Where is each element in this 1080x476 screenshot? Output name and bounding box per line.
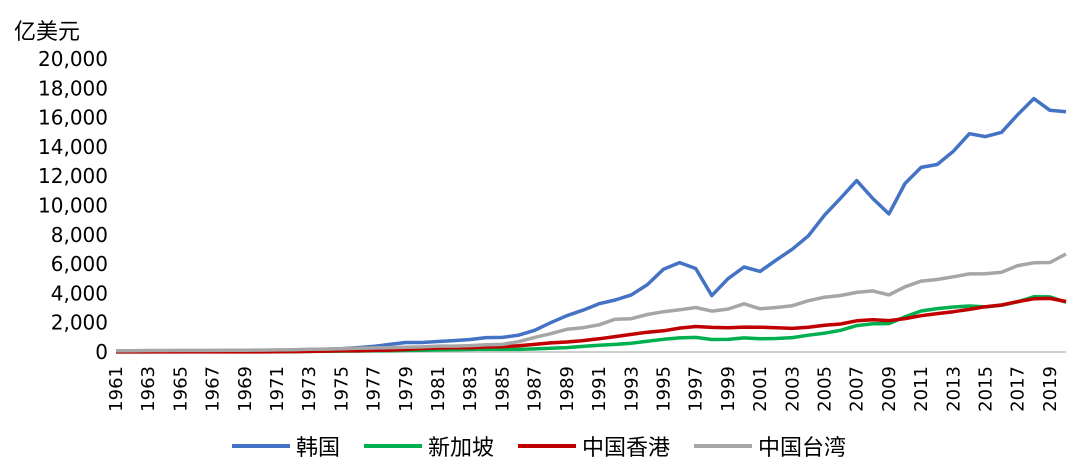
y-tick-label: 16,000 xyxy=(38,106,108,130)
y-tick-label: 20,000 xyxy=(38,47,108,71)
x-tick-label: 2001 xyxy=(750,366,771,412)
x-tick-label: 1989 xyxy=(557,366,578,412)
y-axis-ticks: 0 2,000 4,000 6,000 8,000 10,000 12,000 14,000 1… xyxy=(38,47,108,364)
x-tick-label: 1977 xyxy=(364,366,385,412)
x-tick-label: 1993 xyxy=(621,366,642,412)
x-tick-label: 1987 xyxy=(525,366,546,412)
y-axis-unit-label: 亿美元 xyxy=(14,20,81,45)
legend-item: 中国香港 xyxy=(518,430,670,462)
legend-label: 中国台湾 xyxy=(758,436,847,461)
y-tick-label: 2,000 xyxy=(51,311,108,335)
x-tick-label: 1975 xyxy=(331,366,352,412)
x-tick-label: 1999 xyxy=(718,366,739,412)
x-tick-label: 2017 xyxy=(1008,366,1029,412)
x-tick-label: 2019 xyxy=(1040,366,1061,412)
y-tick-label: 10,000 xyxy=(38,194,108,218)
x-tick-label: 1965 xyxy=(170,366,191,412)
x-tick-label: 1971 xyxy=(267,366,288,412)
legend-swatch xyxy=(694,444,753,448)
x-tick-label: 1973 xyxy=(299,366,320,412)
legend-swatch xyxy=(364,444,423,448)
x-tick-label: 2003 xyxy=(782,366,803,412)
x-tick-label: 2011 xyxy=(911,366,932,412)
legend: 韩国 新加坡 中国香港 中国台湾 xyxy=(232,430,870,462)
x-tick-label: 2007 xyxy=(847,366,868,412)
y-tick-label: 18,000 xyxy=(38,76,108,100)
legend-item: 中国台湾 xyxy=(694,430,846,462)
x-tick-label: 2013 xyxy=(943,366,964,412)
series-lines xyxy=(115,96,1067,354)
legend-swatch xyxy=(518,444,577,448)
y-tick-label: 8,000 xyxy=(51,223,108,247)
x-tick-label: 1985 xyxy=(492,366,513,412)
x-tick-label: 1979 xyxy=(396,366,417,412)
y-tick-label: 12,000 xyxy=(38,164,108,188)
legend-label: 中国香港 xyxy=(582,436,671,461)
legend-label: 新加坡 xyxy=(428,436,495,461)
x-tick-label: 1983 xyxy=(460,366,481,412)
x-tick-label: 2005 xyxy=(814,366,835,412)
legend-label: 韩国 xyxy=(296,436,341,461)
x-tick-label: 1981 xyxy=(428,366,449,412)
x-tick-label: 1961 xyxy=(106,366,127,412)
x-axis-ticks: 1961 1963 1965 1967 1969 1971 1973 1975 1977 1979… xyxy=(106,366,1061,412)
x-tick-label: 2009 xyxy=(879,366,900,412)
legend-item: 新加坡 xyxy=(364,430,494,462)
series-line-中国台湾 xyxy=(115,252,1067,353)
y-tick-label: 14,000 xyxy=(38,135,108,159)
y-tick-label: 0 xyxy=(95,340,108,364)
legend-swatch xyxy=(232,444,290,448)
x-tick-label: 1991 xyxy=(589,366,610,412)
x-tick-label: 1969 xyxy=(235,366,256,412)
x-tick-label: 1995 xyxy=(653,366,674,412)
y-tick-label: 6,000 xyxy=(51,252,108,276)
x-tick-label: 2015 xyxy=(975,366,996,412)
x-tick-label: 1963 xyxy=(138,366,159,412)
x-tick-label: 1997 xyxy=(686,366,707,412)
legend-item: 韩国 xyxy=(232,430,340,462)
x-tick-label: 1967 xyxy=(203,366,224,412)
y-tick-label: 4,000 xyxy=(51,281,108,305)
series-line-中国香港 xyxy=(116,296,1067,354)
